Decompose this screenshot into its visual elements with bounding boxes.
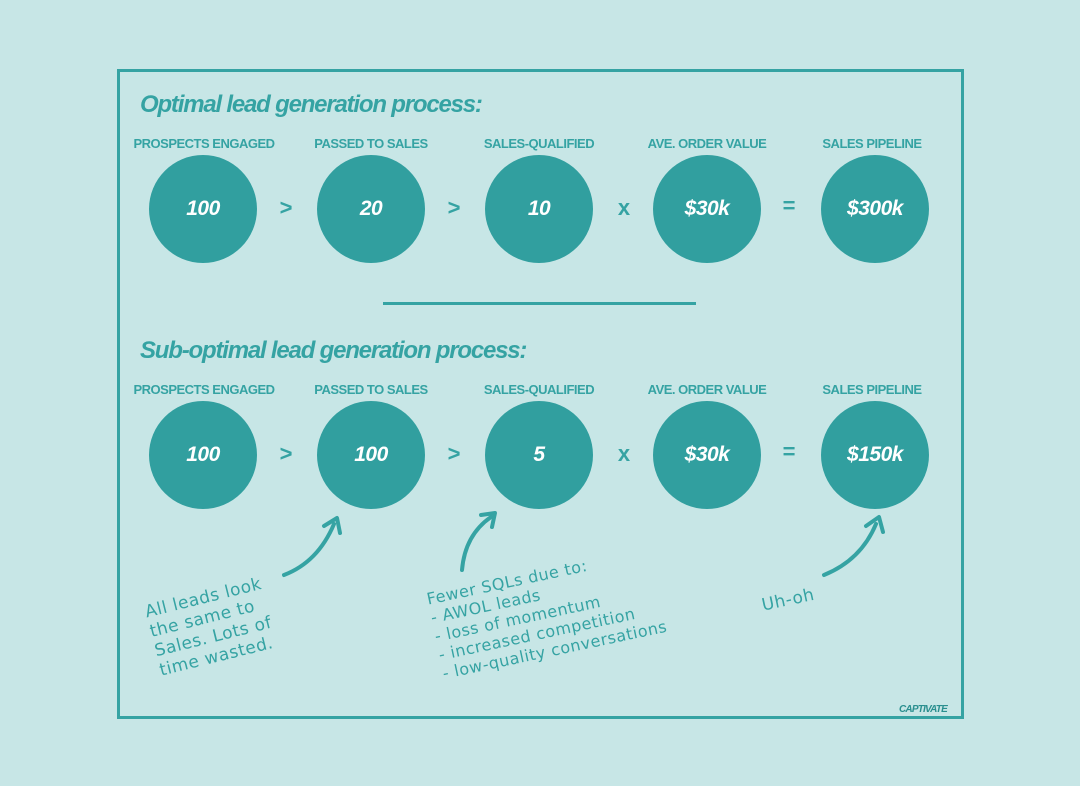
suboptimal-circle-qualified: 5: [485, 401, 593, 509]
arrow-to-qualified: [460, 515, 493, 572]
optimal-value-prospects: 100: [186, 197, 220, 220]
optimal-operator-4: =: [782, 193, 796, 218]
suboptimal-value-prospects: 100: [186, 443, 220, 466]
suboptimal-value-order-value: $30k: [684, 443, 730, 466]
optimal-value-qualified: 10: [527, 197, 551, 220]
brand-logo: CAPTIVATE: [899, 704, 948, 715]
suboptimal-label-order-value: AVE. ORDER VALUE: [647, 382, 767, 397]
diagram-frame: [117, 69, 964, 719]
suboptimal-label-qualified: SALES-QUALIFIED: [483, 382, 595, 397]
suboptimal-operator-2: >: [447, 441, 461, 466]
suboptimal-label-pipeline: SALES PIPELINE: [822, 382, 922, 397]
suboptimal-circle-order-value: $30k: [653, 401, 761, 509]
suboptimal-value-passed: 100: [354, 443, 388, 466]
suboptimal-label-prospects: PROSPECTS ENGAGED: [133, 382, 275, 397]
optimal-operator-3: x: [617, 195, 631, 220]
optimal-value-pipeline: $300k: [847, 197, 903, 220]
suboptimal-circle-pipeline: $150k: [821, 401, 929, 509]
optimal-label-passed: PASSED TO SALES: [314, 136, 428, 151]
optimal-operator-2: >: [447, 195, 461, 220]
suboptimal-operator-4: =: [782, 439, 796, 464]
optimal-value-order-value: $30k: [684, 197, 730, 220]
suboptimal-value-qualified: 5: [533, 443, 545, 466]
optimal-operator-1: >: [279, 195, 293, 220]
arrow-to-passed-head: [322, 516, 342, 535]
optimal-label-pipeline: SALES PIPELINE: [822, 136, 922, 151]
suboptimal-operator-1: >: [279, 441, 293, 466]
optimal-circle-qualified: 10: [485, 155, 593, 263]
optimal-label-qualified: SALES-QUALIFIED: [483, 136, 595, 151]
optimal-circle-prospects: 100: [149, 155, 257, 263]
suboptimal-value-pipeline: $150k: [847, 443, 903, 466]
optimal-label-order-value: AVE. ORDER VALUE: [647, 136, 767, 151]
optimal-circle-passed: 20: [317, 155, 425, 263]
suboptimal-circle-passed: 100: [317, 401, 425, 509]
optimal-title: Optimal lead generation process:: [140, 91, 483, 118]
suboptimal-circle-prospects: 100: [149, 401, 257, 509]
optimal-circle-pipeline: $300k: [821, 155, 929, 263]
arrow-to-passed: [282, 522, 336, 577]
section-divider: [383, 302, 696, 305]
arrow-to-qualified-head: [479, 511, 497, 529]
suboptimal-label-passed: PASSED TO SALES: [314, 382, 428, 397]
optimal-label-prospects: PROSPECTS ENGAGED: [133, 136, 275, 151]
arrow-to-pipeline-head: [864, 515, 885, 534]
suboptimal-title: Sub-optimal lead generation process:: [140, 337, 527, 364]
optimal-circle-order-value: $30k: [653, 155, 761, 263]
arrow-to-pipeline: [822, 522, 878, 577]
optimal-value-passed: 20: [359, 197, 383, 220]
suboptimal-operator-3: x: [617, 441, 631, 466]
